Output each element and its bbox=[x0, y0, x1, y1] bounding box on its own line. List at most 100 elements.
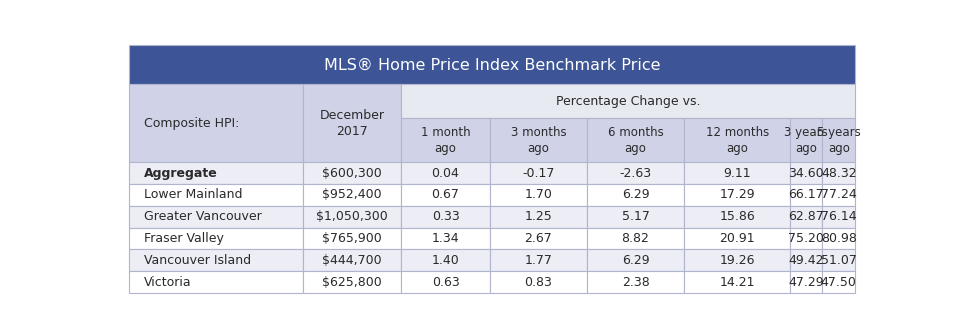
Bar bbox=[303, 271, 401, 293]
Bar bbox=[587, 162, 684, 184]
Text: Fraser Valley: Fraser Valley bbox=[144, 232, 224, 245]
Text: Composite HPI:: Composite HPI: bbox=[144, 117, 239, 130]
Text: 2.67: 2.67 bbox=[524, 232, 552, 245]
Bar bbox=[490, 118, 587, 162]
Text: 12 months
ago: 12 months ago bbox=[706, 126, 769, 155]
Bar bbox=[684, 184, 790, 206]
Bar bbox=[490, 249, 587, 271]
Bar bbox=[401, 118, 490, 162]
Bar bbox=[401, 228, 490, 249]
Text: 47.29: 47.29 bbox=[788, 276, 824, 289]
Text: 5 years
ago: 5 years ago bbox=[817, 126, 860, 155]
Text: $952,400: $952,400 bbox=[323, 188, 382, 201]
Bar bbox=[823, 249, 855, 271]
Bar bbox=[823, 162, 855, 184]
Bar bbox=[684, 118, 790, 162]
Text: -2.63: -2.63 bbox=[619, 167, 652, 180]
Text: 0.83: 0.83 bbox=[524, 276, 552, 289]
Bar bbox=[303, 184, 401, 206]
Text: 51.07: 51.07 bbox=[821, 254, 856, 267]
Bar bbox=[790, 206, 823, 228]
Bar bbox=[401, 84, 855, 118]
Bar bbox=[790, 184, 823, 206]
Bar bbox=[490, 162, 587, 184]
Text: 48.32: 48.32 bbox=[821, 167, 856, 180]
Text: 5.17: 5.17 bbox=[622, 210, 650, 223]
Text: 62.87: 62.87 bbox=[788, 210, 825, 223]
Text: 77.24: 77.24 bbox=[821, 188, 856, 201]
Bar bbox=[129, 45, 855, 84]
Bar bbox=[129, 84, 303, 162]
Text: 15.86: 15.86 bbox=[719, 210, 755, 223]
Bar bbox=[790, 228, 823, 249]
Text: 66.17: 66.17 bbox=[788, 188, 824, 201]
Bar bbox=[401, 249, 490, 271]
Text: 76.14: 76.14 bbox=[821, 210, 856, 223]
Bar bbox=[823, 228, 855, 249]
Text: 49.42: 49.42 bbox=[788, 254, 824, 267]
Bar bbox=[303, 228, 401, 249]
Bar bbox=[129, 162, 303, 184]
Text: 47.50: 47.50 bbox=[821, 276, 856, 289]
Bar bbox=[129, 184, 303, 206]
Text: Aggregate: Aggregate bbox=[144, 167, 218, 180]
Bar bbox=[790, 118, 823, 162]
Bar bbox=[401, 162, 490, 184]
Bar bbox=[790, 162, 823, 184]
Bar bbox=[303, 162, 401, 184]
Text: $600,300: $600,300 bbox=[323, 167, 382, 180]
Bar bbox=[401, 184, 490, 206]
Text: 1.25: 1.25 bbox=[524, 210, 552, 223]
Text: 80.98: 80.98 bbox=[821, 232, 856, 245]
Bar bbox=[401, 271, 490, 293]
Bar bbox=[587, 228, 684, 249]
Text: 8.82: 8.82 bbox=[622, 232, 650, 245]
Bar bbox=[129, 228, 303, 249]
Bar bbox=[684, 271, 790, 293]
Text: 3 years
ago: 3 years ago bbox=[784, 126, 828, 155]
Text: 75.20: 75.20 bbox=[788, 232, 825, 245]
Bar bbox=[587, 249, 684, 271]
Text: 1.70: 1.70 bbox=[524, 188, 552, 201]
Text: 1.40: 1.40 bbox=[432, 254, 460, 267]
Text: Victoria: Victoria bbox=[144, 276, 191, 289]
Bar bbox=[129, 271, 303, 293]
Text: 3 months
ago: 3 months ago bbox=[511, 126, 566, 155]
Text: 1.77: 1.77 bbox=[524, 254, 552, 267]
Text: 2.38: 2.38 bbox=[622, 276, 649, 289]
Bar bbox=[303, 249, 401, 271]
Text: $1,050,300: $1,050,300 bbox=[316, 210, 388, 223]
Bar bbox=[823, 271, 855, 293]
Text: 0.04: 0.04 bbox=[432, 167, 460, 180]
Text: 9.11: 9.11 bbox=[723, 167, 751, 180]
Bar bbox=[684, 228, 790, 249]
Text: 1 month
ago: 1 month ago bbox=[420, 126, 470, 155]
Bar bbox=[587, 118, 684, 162]
Text: $765,900: $765,900 bbox=[323, 232, 382, 245]
Text: 0.63: 0.63 bbox=[432, 276, 460, 289]
Text: $444,700: $444,700 bbox=[323, 254, 382, 267]
Bar bbox=[587, 184, 684, 206]
Bar bbox=[790, 249, 823, 271]
Text: 19.26: 19.26 bbox=[719, 254, 755, 267]
Text: Lower Mainland: Lower Mainland bbox=[144, 188, 242, 201]
Bar bbox=[587, 206, 684, 228]
Bar bbox=[684, 206, 790, 228]
Text: 20.91: 20.91 bbox=[719, 232, 755, 245]
Text: 14.21: 14.21 bbox=[719, 276, 755, 289]
Bar bbox=[684, 249, 790, 271]
Text: $625,800: $625,800 bbox=[323, 276, 382, 289]
Text: MLS® Home Price Index Benchmark Price: MLS® Home Price Index Benchmark Price bbox=[324, 57, 660, 72]
Text: Greater Vancouver: Greater Vancouver bbox=[144, 210, 261, 223]
Bar bbox=[490, 206, 587, 228]
Text: 0.33: 0.33 bbox=[432, 210, 460, 223]
Bar bbox=[401, 206, 490, 228]
Bar bbox=[129, 206, 303, 228]
Text: 1.34: 1.34 bbox=[432, 232, 459, 245]
Bar bbox=[490, 271, 587, 293]
Text: Vancouver Island: Vancouver Island bbox=[144, 254, 251, 267]
Bar bbox=[823, 206, 855, 228]
Bar bbox=[823, 118, 855, 162]
Bar bbox=[587, 271, 684, 293]
Bar bbox=[303, 206, 401, 228]
